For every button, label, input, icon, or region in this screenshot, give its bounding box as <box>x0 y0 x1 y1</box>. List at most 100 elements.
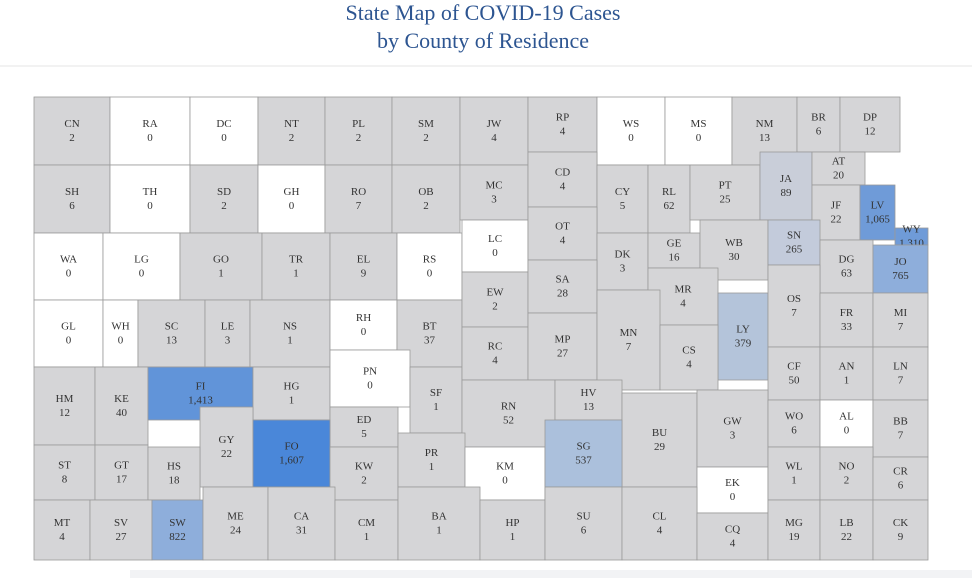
county <box>137 299 206 368</box>
county-abbr: SH <box>65 186 79 198</box>
county <box>329 232 398 301</box>
county-cases: 7 <box>626 341 632 353</box>
county <box>204 299 251 368</box>
county-abbr: BU <box>652 427 667 439</box>
county-abbr: JO <box>894 256 906 268</box>
county <box>202 486 269 561</box>
county-cases: 27 <box>116 531 128 543</box>
county <box>696 389 769 468</box>
county-cases: 265 <box>786 244 803 256</box>
county <box>89 499 153 561</box>
county-abbr: ED <box>357 414 372 426</box>
county <box>189 164 259 234</box>
county-cases: 0 <box>147 132 153 144</box>
county-abbr: DK <box>615 249 631 261</box>
county <box>819 292 874 348</box>
county <box>811 151 866 186</box>
county-abbr: BA <box>431 511 446 523</box>
county-abbr: BB <box>893 416 908 428</box>
county-abbr: PL <box>352 118 365 130</box>
county <box>102 232 181 301</box>
county <box>689 164 761 221</box>
county-cases: 822 <box>169 531 186 543</box>
county <box>527 206 598 261</box>
county-cases: 537 <box>575 455 592 467</box>
county-abbr: FI <box>196 381 206 393</box>
county <box>872 456 929 501</box>
county-abbr: CF <box>787 361 800 373</box>
county <box>33 299 104 368</box>
county-abbr: DP <box>863 112 877 124</box>
county-cases: 4 <box>560 181 566 193</box>
county-abbr: AL <box>839 411 854 423</box>
county <box>696 512 769 561</box>
county-abbr: RP <box>556 112 569 124</box>
county-cases: 2 <box>221 200 227 212</box>
county-abbr: FR <box>840 307 854 319</box>
county-abbr: EK <box>725 477 740 489</box>
county-cases: 4 <box>560 126 566 138</box>
county <box>94 444 149 501</box>
county <box>872 292 929 348</box>
county <box>252 419 331 488</box>
county <box>329 299 398 351</box>
county-abbr: KW <box>355 461 374 473</box>
county-abbr: JA <box>780 173 792 185</box>
county-cases: 1 <box>510 531 516 543</box>
county <box>329 446 399 501</box>
county <box>324 164 393 234</box>
county-cases: 6 <box>816 126 822 138</box>
county <box>527 312 598 381</box>
county-cases: 1,413 <box>188 395 213 407</box>
county <box>859 184 896 241</box>
county-abbr: GE <box>667 238 682 250</box>
county <box>33 96 111 166</box>
county-cases: 1 <box>433 401 439 413</box>
county <box>544 486 623 561</box>
county-cases: 13 <box>759 132 771 144</box>
county-cases: 0 <box>118 335 124 347</box>
county-abbr: OS <box>787 293 801 305</box>
county-cases: 6 <box>898 480 904 492</box>
county-cases: 1 <box>844 375 850 387</box>
county-abbr: LG <box>134 254 149 266</box>
county-cases: 4 <box>59 531 65 543</box>
county-cases: 2 <box>423 132 429 144</box>
county-cases: 7 <box>791 307 797 319</box>
county-abbr: TR <box>289 254 304 266</box>
county <box>461 271 529 328</box>
county-abbr: JF <box>831 200 841 212</box>
county <box>527 259 598 314</box>
county-abbr: PR <box>425 447 439 459</box>
county-cases: 3 <box>730 430 736 442</box>
county-cases: 6 <box>791 425 797 437</box>
county-abbr: RO <box>351 186 366 198</box>
county <box>459 164 529 221</box>
county <box>767 399 821 448</box>
county-abbr: RA <box>142 118 157 130</box>
county <box>596 289 661 391</box>
county-abbr: EL <box>357 254 371 266</box>
county-cases: 3 <box>225 335 231 347</box>
county-abbr: CY <box>615 186 630 198</box>
county-abbr: SA <box>555 274 569 286</box>
county-cases: 2 <box>492 301 498 313</box>
county-abbr: DG <box>839 254 855 266</box>
county <box>409 366 463 434</box>
county-cases: 765 <box>892 270 909 282</box>
county-cases: 63 <box>841 268 853 280</box>
county-cases: 379 <box>735 338 752 350</box>
county-abbr: AT <box>832 156 846 168</box>
county-abbr: MT <box>54 517 71 529</box>
county-cases: 19 <box>789 531 801 543</box>
county-abbr: HM <box>56 393 74 405</box>
county <box>872 399 929 458</box>
county-abbr: LB <box>839 517 853 529</box>
county <box>872 499 929 561</box>
county-cases: 0 <box>361 326 367 338</box>
county-cases: 24 <box>230 525 242 537</box>
county <box>664 96 733 166</box>
county-cases: 18 <box>169 475 181 487</box>
county-cases: 27 <box>557 348 569 360</box>
county-cases: 4 <box>492 355 498 367</box>
